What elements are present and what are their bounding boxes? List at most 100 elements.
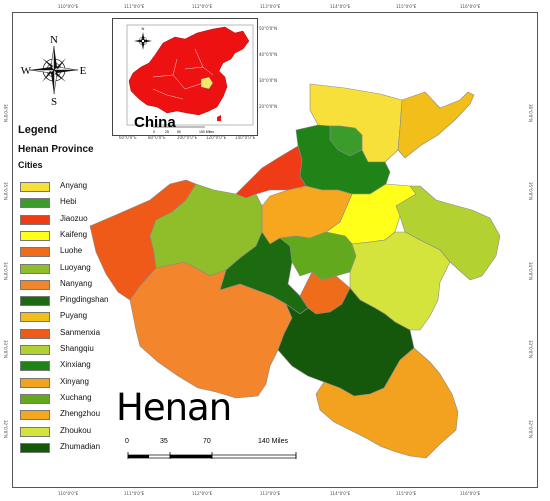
legend-item: Zhumadian bbox=[18, 440, 128, 456]
scale-bar bbox=[127, 452, 297, 459]
inset-lon-label: 80°0'0"E bbox=[148, 135, 166, 140]
legend-label: Puyang bbox=[60, 311, 88, 321]
legend-item: Luohe bbox=[18, 244, 128, 260]
lon-tick-label: 111°0'0"E bbox=[124, 4, 145, 9]
legend-label: Zhoukou bbox=[60, 425, 92, 435]
map-title: Henan bbox=[116, 386, 232, 429]
legend-item: Xinyang bbox=[18, 375, 128, 391]
scale-label: 0 bbox=[125, 438, 129, 445]
legend-swatch bbox=[20, 214, 50, 225]
legend-label: Zhengzhou bbox=[60, 409, 101, 419]
legend-label: Anyang bbox=[60, 181, 88, 190]
lat-tick-label: 34°0'0"N bbox=[3, 262, 8, 281]
inset-scale-label: 25 bbox=[165, 130, 169, 134]
lon-tick-label: 115°0'0"E bbox=[396, 4, 417, 9]
legend-swatch bbox=[20, 393, 50, 404]
compass-w-label: W bbox=[21, 65, 32, 77]
inset-lat-label: 40°0'0"N bbox=[259, 52, 278, 57]
lon-tick-label: 110°0'0"E bbox=[58, 491, 79, 496]
inset-lon-label: 60°0'0"E bbox=[119, 135, 137, 140]
inset-scale-label: 100 Miles bbox=[199, 130, 214, 134]
legend-item: Nanyang bbox=[18, 277, 128, 293]
legend-item: Xinxiang bbox=[18, 358, 128, 374]
compass-n-label: N bbox=[50, 34, 58, 46]
lat-tick-label: 33°0'0"N bbox=[528, 340, 533, 359]
legend-label: Nanyang bbox=[60, 278, 93, 288]
legend-group-label: Cities bbox=[18, 160, 43, 170]
legend-item: Shangqiu bbox=[18, 342, 128, 358]
region-puyang[interactable] bbox=[397, 91, 475, 159]
legend-label: Sanmenxia bbox=[60, 327, 101, 337]
legend-swatch bbox=[20, 361, 50, 372]
legend-swatch bbox=[20, 198, 50, 209]
legend-item: Luoyang bbox=[18, 261, 128, 277]
lon-tick-label: 113°0'0"E bbox=[260, 4, 281, 9]
legend-label: Xinyang bbox=[60, 376, 89, 386]
lat-tick-label: 35°0'0"N bbox=[528, 182, 533, 201]
inset-lat-label: 20°0'0"N bbox=[259, 104, 278, 109]
lon-tick-label: 114°0'0"E bbox=[330, 4, 351, 9]
legend-subtitle: Henan Province bbox=[18, 144, 94, 155]
legend-label: Jiaozuo bbox=[60, 213, 88, 223]
legend-item: Zhoukou bbox=[18, 424, 128, 440]
legend-swatch bbox=[20, 230, 50, 241]
legend-swatch bbox=[20, 296, 50, 307]
region-xuchang[interactable] bbox=[279, 231, 357, 281]
lon-tick-label: 112°0'0"E bbox=[192, 491, 213, 496]
inset-lat-label: 30°0'0"N bbox=[259, 78, 278, 83]
scale-label: 140 Miles bbox=[258, 438, 288, 445]
legend-item: Sanmenxia bbox=[18, 326, 128, 342]
legend-label: Pingdingshan bbox=[60, 295, 109, 305]
lat-tick-label: 33°0'0"N bbox=[3, 340, 8, 359]
compass-rose-icon bbox=[29, 45, 79, 95]
legend-swatch bbox=[20, 426, 50, 437]
legend-swatch bbox=[20, 182, 50, 192]
legend-label: Shangqiu bbox=[60, 344, 94, 353]
lat-tick-label: 36°0'0"N bbox=[528, 104, 533, 123]
inset-lat-label: 50°0'0"N bbox=[259, 26, 278, 31]
legend-item: Puyang bbox=[18, 309, 128, 325]
legend-swatch bbox=[20, 279, 50, 290]
china-inset-map: N 0 25 50 100 Miles bbox=[112, 18, 258, 136]
legend-swatch bbox=[20, 328, 50, 339]
inset-lon-label: 140°0'0"E bbox=[235, 135, 256, 140]
compass-e-label: E bbox=[80, 65, 87, 77]
legend-label: Xuchang bbox=[60, 392, 92, 402]
legend-title: Legend bbox=[18, 124, 58, 136]
lat-tick-label: 36°0'0"N bbox=[3, 104, 8, 123]
lon-tick-label: 112°0'0"E bbox=[192, 4, 213, 9]
lat-tick-label: 35°0'0"N bbox=[3, 182, 8, 201]
lon-tick-label: 114°0'0"E bbox=[330, 491, 351, 496]
inset-compass-icon bbox=[134, 32, 152, 50]
legend-item: Anyang bbox=[18, 179, 128, 195]
region-xinyang[interactable] bbox=[315, 347, 459, 459]
legend-swatch bbox=[20, 442, 50, 453]
lat-tick-label: 32°0'0"N bbox=[3, 420, 8, 439]
legend-swatch bbox=[20, 312, 50, 323]
inset-lon-label: 100°0'0"E bbox=[177, 135, 198, 140]
legend-item: Zhengzhou bbox=[18, 407, 128, 423]
lon-tick-label: 111°0'0"E bbox=[124, 491, 145, 496]
legend-label: Zhumadian bbox=[60, 441, 101, 451]
lon-tick-label: 116°0'0"E bbox=[460, 4, 481, 9]
henan-highlight bbox=[200, 76, 214, 90]
legend-item: Jiaozuo bbox=[18, 212, 128, 228]
lon-tick-label: 116°0'0"E bbox=[460, 491, 481, 496]
legend-swatch bbox=[20, 410, 50, 421]
scale-label: 35 bbox=[160, 438, 168, 445]
legend-swatch bbox=[20, 263, 50, 274]
legend-item: Xuchang bbox=[18, 391, 128, 407]
china-shape bbox=[128, 26, 250, 116]
lat-tick-label: 34°0'0"N bbox=[528, 262, 533, 281]
legend-swatch bbox=[20, 345, 50, 355]
lon-tick-label: 110°0'0"E bbox=[58, 4, 79, 9]
legend-swatch bbox=[20, 247, 50, 258]
legend-label: Xinxiang bbox=[60, 360, 91, 370]
china-inset-svg: N 0 25 50 100 Miles bbox=[126, 24, 254, 134]
lat-tick-label: 32°0'0"N bbox=[528, 420, 533, 439]
inset-scale-label: 0 bbox=[153, 130, 155, 134]
legend-label: Hebi bbox=[60, 197, 77, 207]
legend-item: Pingdingshan bbox=[18, 293, 128, 309]
lon-tick-label: 113°0'0"E bbox=[260, 491, 281, 496]
